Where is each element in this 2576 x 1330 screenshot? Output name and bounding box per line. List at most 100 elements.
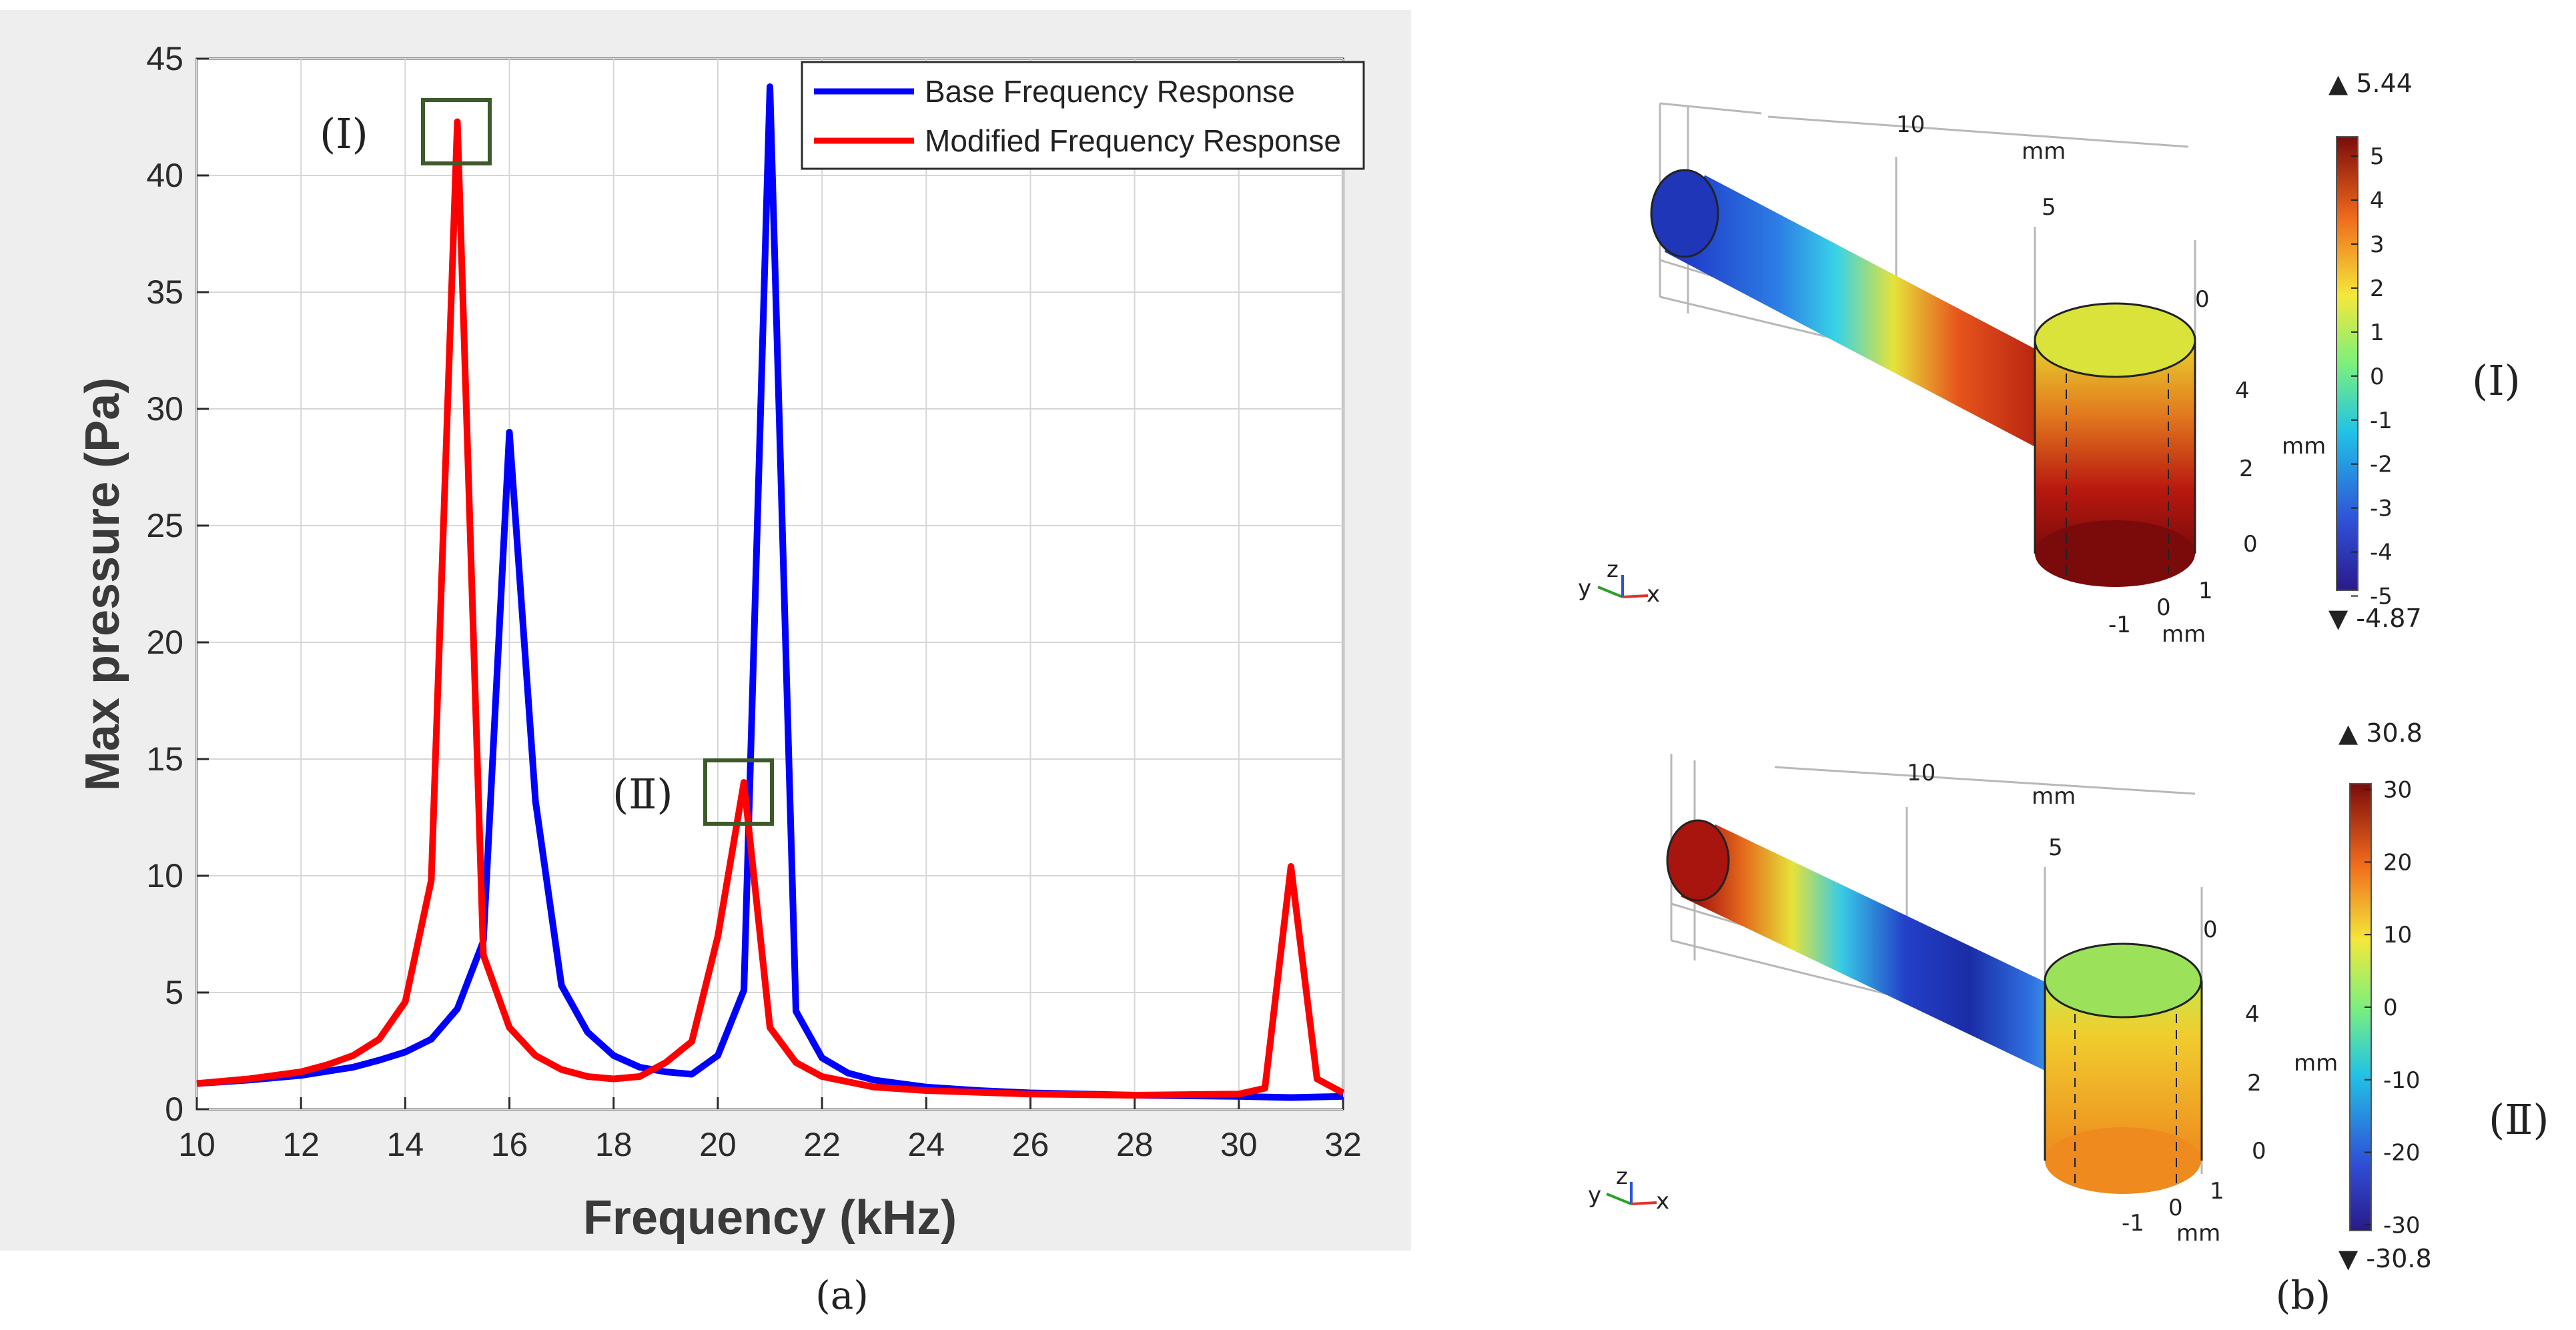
- colorbar-tick-label: 2: [2370, 275, 2385, 302]
- axis-tick-1-bottom: 1: [2210, 1178, 2224, 1205]
- svg-text:y: y: [1588, 1182, 1601, 1209]
- svg-text:y: y: [1578, 575, 1591, 602]
- y-tick-label-35: 35: [146, 273, 183, 311]
- legend-label-modified: Modified Frequency Response: [925, 123, 1341, 158]
- axis-unit-mm-bottom-a: mm: [2032, 783, 2076, 810]
- y-tick-label-10: 10: [146, 857, 183, 894]
- axis-tick-10-bottom: 10: [1907, 760, 1936, 786]
- simulation-bottom: 10 mm 5 0 4 2 mm 0 1 0 -1 mm y z x ▲ 30.…: [1588, 718, 2549, 1273]
- grid-lines: [196, 58, 1344, 1110]
- pipe-top: [1664, 175, 2086, 452]
- axis-tick-2-top: 2: [2239, 456, 2254, 482]
- x-tick-label-24: 24: [907, 1126, 945, 1163]
- axis-ticks: 10 12 14 16 18 20 22 24 26 28 30 32 0 5 10 15 20 25 30 35 40…: [146, 40, 1361, 1163]
- colorbar-ticks-top: 5 4 3 2 1 0 -1 -2 -3 -4 -5: [2351, 143, 2393, 610]
- subplot-label-1: (Ⅰ): [2472, 356, 2521, 405]
- axis-unit-mm-bottom-c: mm: [2176, 1220, 2220, 1247]
- axis-tick-5-bottom: 5: [2048, 834, 2063, 861]
- colorbar-max-top: ▲ 5.44: [2328, 69, 2413, 98]
- pipe-end-bottom: [1666, 819, 1730, 902]
- axis-tick-4-top: 4: [2235, 378, 2250, 404]
- y-tick-label-20: 20: [146, 624, 183, 661]
- y-tick-label-5: 5: [165, 974, 183, 1011]
- series-lines: [196, 83, 1345, 1101]
- axis-tick-1-top: 1: [2198, 578, 2213, 604]
- x-tick-label-26: 26: [1012, 1126, 1049, 1163]
- colorbar-min-bottom: ▼ -30.8: [2338, 1244, 2432, 1273]
- axis-tick-5-top: 5: [2042, 194, 2056, 221]
- colorbar-tick-label: 4: [2370, 187, 2385, 214]
- axis-unit-mm-top-c: mm: [2162, 621, 2206, 648]
- axis-tick-0b-top: 0: [2243, 531, 2258, 558]
- colorbar-tick-label: -5: [2370, 584, 2393, 610]
- annotation-box-2: [703, 758, 774, 826]
- colorbar-tick-label: -10: [2383, 1067, 2421, 1094]
- colorbar-tick-label: 0: [2370, 364, 2385, 390]
- axis-triad-bottom: y z x: [1588, 1163, 1669, 1215]
- series-line-modified: [196, 118, 1345, 1099]
- x-tick-label-12: 12: [282, 1126, 320, 1163]
- x-tick-label-20: 20: [699, 1126, 737, 1163]
- caption-b: (b): [2276, 1273, 2330, 1318]
- axis-unit-mm-top-a: mm: [2022, 138, 2066, 165]
- pipe-end-top: [1650, 169, 1719, 258]
- axis-tick-4-bottom: 4: [2245, 1001, 2260, 1028]
- colorbar-tick-label: -3: [2370, 496, 2393, 522]
- axis-tick-0c-bottom: 0: [2168, 1195, 2183, 1221]
- x-axis-label: Frequency (kHz): [583, 1191, 957, 1245]
- y-tick-label-0: 0: [165, 1091, 183, 1128]
- simulation-top: 10 mm 5 0 4 2 mm 0 1 0 -1 mm y z x ▲ 5.4…: [1578, 69, 2521, 648]
- svg-text:z: z: [1607, 556, 1619, 583]
- axis-tick-m1-bottom: -1: [2122, 1210, 2144, 1237]
- svg-text:x: x: [1647, 581, 1660, 608]
- cylinder-base-top: [2035, 520, 2195, 587]
- axis-unit-mm-bottom-b: mm: [2294, 1050, 2338, 1077]
- subplot-label-2: (Ⅱ): [2489, 1095, 2549, 1144]
- cylinder-top-face-bottom: [2044, 942, 2202, 1019]
- axis-tick-2-bottom: 2: [2247, 1070, 2262, 1097]
- x-tick-label-10: 10: [178, 1126, 216, 1163]
- y-axis-label: Max pressure (Pa): [76, 378, 129, 791]
- y-tick-label-25: 25: [146, 507, 183, 544]
- x-tick-label-18: 18: [595, 1126, 632, 1163]
- pipe-bottom: [1681, 824, 2092, 1077]
- cylinder-top-face-top: [2034, 302, 2196, 378]
- y-tick-label-15: 15: [146, 740, 183, 778]
- colorbar-min-top: ▼ -4.87: [2328, 604, 2422, 633]
- axis-tick-10-top: 10: [1896, 111, 1925, 138]
- axis-triad-top: y z x: [1578, 556, 1660, 608]
- axis-tick-0a-top: 0: [2195, 286, 2210, 313]
- caption-a: (a): [815, 1273, 869, 1318]
- annotation-label-2: (Ⅱ): [612, 770, 673, 818]
- colorbar-tick-label: -2: [2370, 452, 2393, 478]
- x-tick-label-30: 30: [1220, 1126, 1258, 1163]
- x-tick-label-32: 32: [1324, 1126, 1362, 1163]
- colorbar-tick-label: 1: [2370, 319, 2385, 346]
- x-tick-label-22: 22: [803, 1126, 841, 1163]
- annotation-label-1: (Ⅰ): [320, 109, 368, 158]
- cylinder-base-bottom: [2045, 1127, 2201, 1194]
- colorbar-tick-label: -4: [2370, 540, 2393, 566]
- colorbar-tick-label: -1: [2370, 408, 2393, 434]
- colorbar-ticks-bottom: 30 20 10 0 -10 -20 -30: [2365, 777, 2421, 1239]
- axis-tick-m1-top: -1: [2108, 612, 2131, 638]
- colorbar-top: [2336, 136, 2358, 591]
- axis-unit-mm-top-b: mm: [2282, 433, 2326, 460]
- axis-tick-0a-bottom: 0: [2203, 916, 2218, 943]
- legend: Base Frequency Response Modified Frequen…: [801, 61, 1365, 170]
- y-tick-label-45: 45: [146, 40, 183, 77]
- y-tick-label-30: 30: [146, 390, 183, 428]
- x-tick-label-16: 16: [491, 1126, 528, 1163]
- x-tick-label-28: 28: [1116, 1126, 1154, 1163]
- legend-box: [801, 61, 1365, 170]
- axis-tick-0c-top: 0: [2156, 594, 2171, 621]
- colorbar-tick-label: 3: [2370, 231, 2385, 258]
- y-tick-label-40: 40: [146, 157, 183, 194]
- colorbar-tick-label: 20: [2383, 849, 2412, 876]
- legend-label-base: Base Frequency Response: [925, 74, 1295, 109]
- plot-area: [195, 57, 1344, 1111]
- svg-text:x: x: [1656, 1188, 1669, 1215]
- x-tick-label-14: 14: [387, 1126, 424, 1163]
- colorbar-tick-label: 0: [2383, 994, 2398, 1021]
